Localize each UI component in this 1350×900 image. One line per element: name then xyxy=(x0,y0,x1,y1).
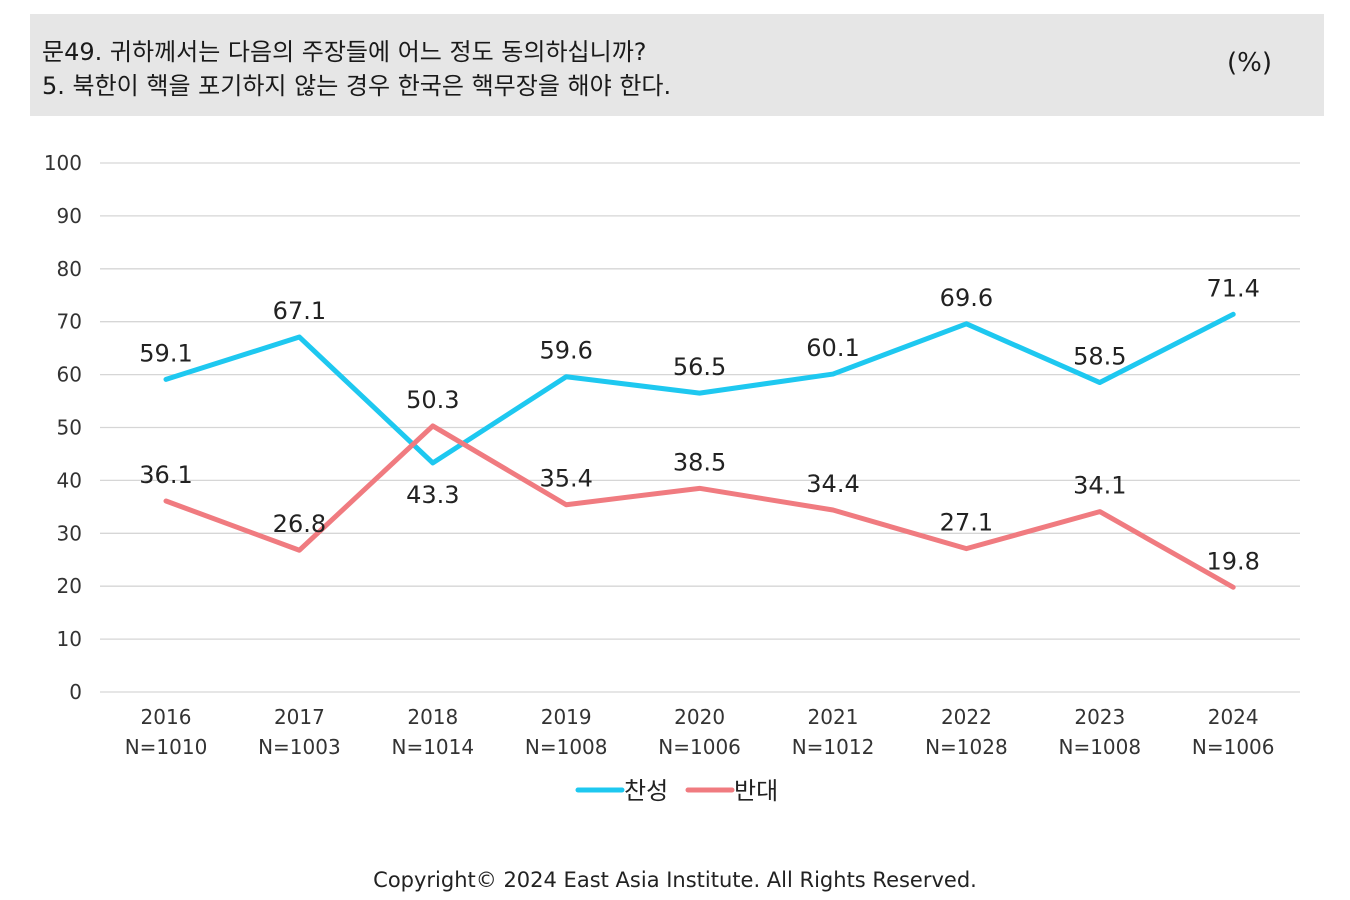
x-tick-sublabel: N=1006 xyxy=(1192,735,1275,759)
y-tick-label: 10 xyxy=(57,627,82,651)
question-title: 문49. 귀하께서는 다음의 주장들에 어느 정도 동의하십니까? xyxy=(42,38,647,66)
y-tick-label: 80 xyxy=(57,257,82,281)
x-tick-label: 2019 xyxy=(541,705,592,729)
legend-label: 반대 xyxy=(734,777,778,805)
question-statement: 5. 북한이 핵을 포기하지 않는 경우 한국은 핵무장을 해야 한다. xyxy=(42,72,672,100)
x-tick-sublabel: N=1010 xyxy=(125,735,208,759)
data-label: 19.8 xyxy=(1206,547,1259,575)
x-tick-sublabel: N=1006 xyxy=(658,735,741,759)
data-label: 58.5 xyxy=(1073,343,1126,371)
x-tick-label: 2022 xyxy=(941,705,992,729)
x-tick-label: 2023 xyxy=(1074,705,1125,729)
x-tick-label: 2024 xyxy=(1208,705,1259,729)
x-tick-label: 2016 xyxy=(141,705,192,729)
y-tick-label: 30 xyxy=(57,521,82,545)
data-label: 69.6 xyxy=(940,284,993,312)
series-line-disagree xyxy=(163,423,1236,590)
data-label: 43.3 xyxy=(406,481,459,509)
x-tick-sublabel: N=1028 xyxy=(925,735,1008,759)
x-tick-sublabel: N=1003 xyxy=(258,735,341,759)
y-tick-label: 0 xyxy=(69,680,82,704)
x-tick-label: 2018 xyxy=(407,705,458,729)
data-label: 59.6 xyxy=(539,337,592,365)
data-label: 60.1 xyxy=(806,334,859,362)
y-tick-label: 90 xyxy=(57,204,82,228)
x-tick-label: 2017 xyxy=(274,705,325,729)
y-tick-label: 50 xyxy=(57,416,82,440)
x-tick-label: 2021 xyxy=(808,705,859,729)
x-tick-sublabel: N=1008 xyxy=(1058,735,1141,759)
unit-label: (%) xyxy=(1227,48,1272,78)
data-label: 34.1 xyxy=(1073,472,1126,500)
data-label: 35.4 xyxy=(539,465,592,493)
x-tick-sublabel: N=1012 xyxy=(792,735,875,759)
y-tick-label: 60 xyxy=(57,363,82,387)
data-label: 27.1 xyxy=(940,509,993,537)
x-tick-label: 2020 xyxy=(674,705,725,729)
data-label: 59.1 xyxy=(139,339,192,367)
copyright-footer: Copyright© 2024 East Asia Institute. All… xyxy=(373,868,977,892)
data-label: 50.3 xyxy=(406,386,459,414)
legend-label: 찬성 xyxy=(624,777,668,805)
x-tick-sublabel: N=1008 xyxy=(525,735,608,759)
y-tick-label: 40 xyxy=(57,468,82,492)
data-label: 67.1 xyxy=(273,297,326,325)
data-label: 56.5 xyxy=(673,353,726,381)
chart-header: 문49. 귀하께서는 다음의 주장들에 어느 정도 동의하십니까? 5. 북한이… xyxy=(30,14,1324,116)
y-tick-label: 20 xyxy=(57,574,82,598)
data-label: 26.8 xyxy=(273,510,326,538)
data-label: 36.1 xyxy=(139,461,192,489)
y-tick-label: 70 xyxy=(57,310,82,334)
data-label: 71.4 xyxy=(1206,274,1259,302)
series-line-agree xyxy=(163,311,1236,466)
y-tick-label: 100 xyxy=(44,151,82,175)
x-tick-sublabel: N=1014 xyxy=(391,735,474,759)
data-label: 38.5 xyxy=(673,448,726,476)
data-label: 34.4 xyxy=(806,470,859,498)
